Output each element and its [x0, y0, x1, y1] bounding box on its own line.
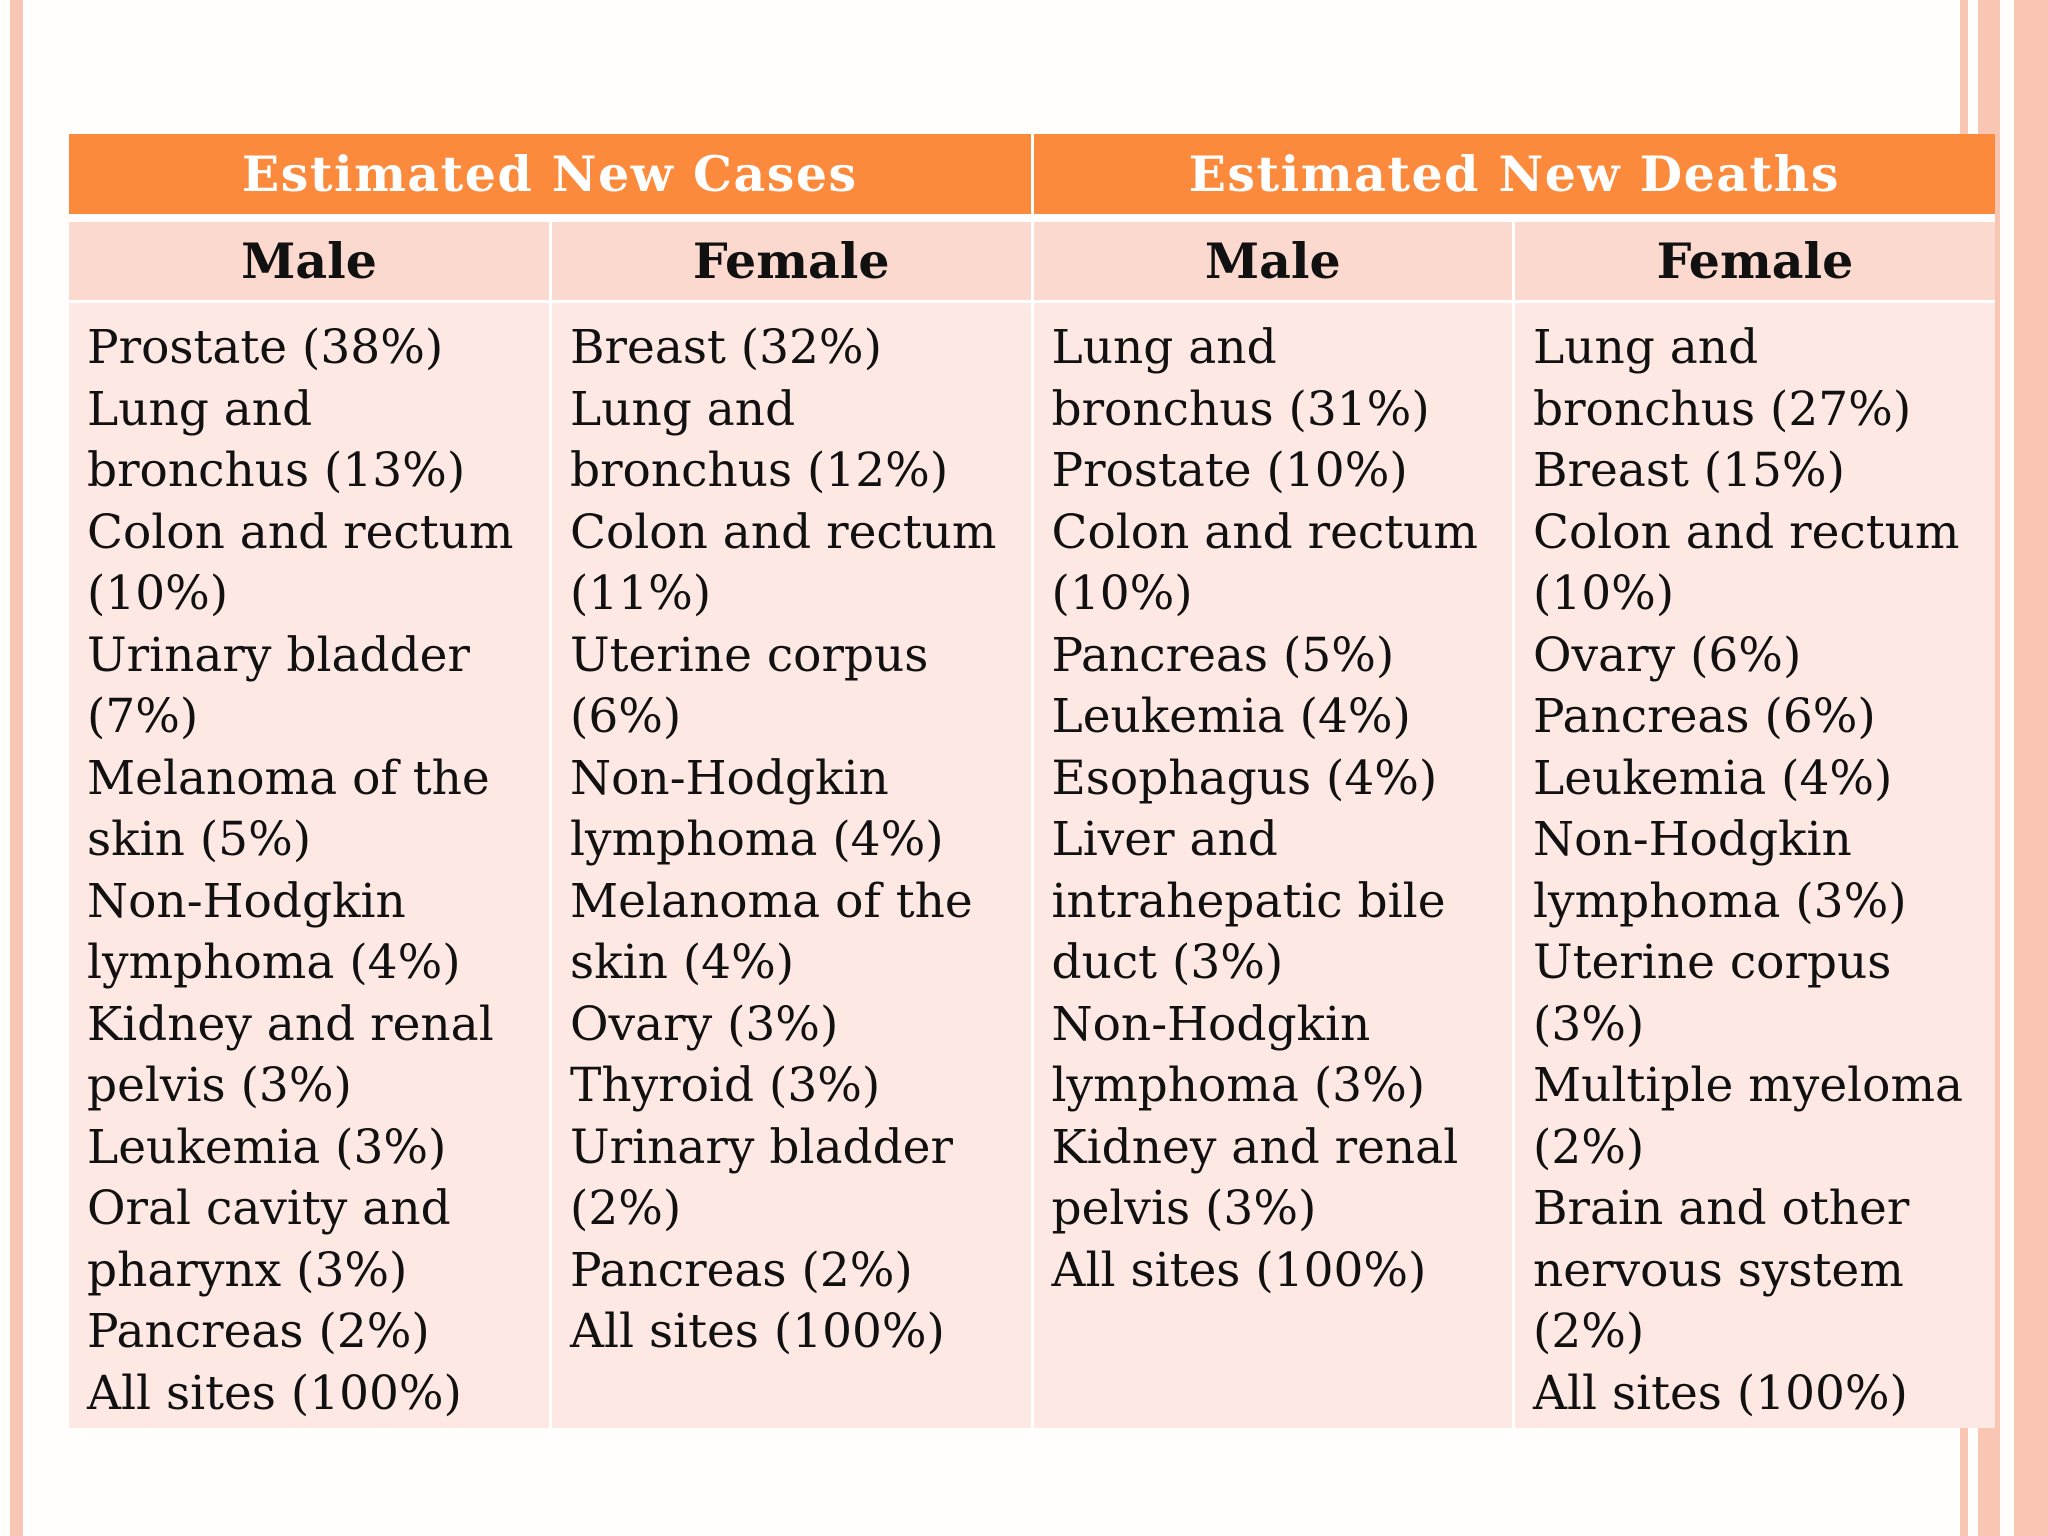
- list-item: Ovary (3%): [570, 996, 839, 1052]
- sub-header-cases-male: Male: [69, 222, 552, 303]
- list-item: Colon and rectum (10%): [1051, 504, 1478, 622]
- list-item: Lung and bronchus (13%): [87, 381, 466, 499]
- deaths-male-cell: Lung and bronchus (31%) Prostate (10%) Col…: [1032, 301, 1515, 1428]
- list-item: Thyroid (3%): [570, 1058, 881, 1113]
- list-item: Lung and bronchus (12%): [570, 381, 949, 499]
- list-item: Prostate (38%): [87, 320, 444, 375]
- list-item: Esophagus (4%): [1051, 750, 1438, 806]
- deaths-female-cell: Lung and bronchus (27%) Breast (15%) Colon…: [1513, 301, 1996, 1428]
- list-item: Urinary bladder (2%): [570, 1119, 953, 1237]
- right-decorative-stripe-wide: [2014, 0, 2048, 1536]
- sub-header-deaths-female: Female: [1513, 222, 1996, 303]
- group-header-new-cases: Estimated New Cases: [69, 134, 1034, 214]
- list-item: Multiple myeloma (2%): [1533, 1058, 1964, 1175]
- list-item: All sites (100%): [1051, 1242, 1427, 1298]
- list-item: Brain and other nervous system (2%): [1533, 1181, 1910, 1359]
- list-item: All sites (100%): [87, 1365, 462, 1421]
- list-item: Melanoma of the skin (4%): [570, 873, 973, 991]
- list-item: Pancreas (5%): [1051, 627, 1395, 683]
- list-item: Colon and rectum (11%): [570, 504, 997, 622]
- list-item: Non-Hodgkin lymphoma (4%): [87, 873, 461, 991]
- list-item: Ovary (6%): [1533, 627, 1802, 683]
- list-item: Kidney and renal pelvis (3%): [87, 996, 494, 1114]
- list-item: Breast (15%): [1533, 443, 1845, 498]
- list-item: Colon and rectum (10%): [87, 504, 514, 622]
- header-spacer: [69, 214, 1996, 222]
- list-item: Pancreas (2%): [570, 1242, 913, 1298]
- list-item: Leukemia (4%): [1051, 689, 1411, 744]
- list-item: Non-Hodgkin lymphoma (3%): [1533, 812, 1907, 929]
- list-item: All sites (100%): [570, 1304, 945, 1359]
- list-item: Kidney and renal pelvis (3%): [1051, 1119, 1459, 1237]
- list-item: Liver and intrahepatic bile duct (3%): [1051, 812, 1446, 990]
- list-item: Melanoma of the skin (5%): [87, 750, 490, 868]
- list-item: Breast (32%): [570, 320, 882, 375]
- list-item: Lung and bronchus (31%): [1051, 320, 1430, 437]
- sub-header-deaths-male: Male: [1032, 222, 1515, 303]
- header-spacer-row: [69, 214, 1996, 222]
- list-item: Colon and rectum (10%): [1533, 504, 1960, 622]
- list-item: All sites (100%): [1533, 1365, 1908, 1421]
- group-header-new-deaths: Estimated New Deaths: [1032, 134, 1996, 214]
- cancer-statistics-table: Estimated New Cases Estimated New Deaths…: [69, 134, 1996, 1428]
- list-item: Non-Hodgkin lymphoma (4%): [570, 750, 944, 868]
- cases-male-cell: Prostate (38%) Lung and bronchus (13%) Col…: [69, 301, 552, 1428]
- group-header-row: Estimated New Cases Estimated New Deaths: [69, 134, 1996, 214]
- sub-header-cases-female: Female: [550, 222, 1034, 303]
- list-item: Oral cavity and pharynx (3%): [87, 1181, 451, 1298]
- list-item: Uterine corpus (6%): [570, 627, 929, 745]
- list-item: Pancreas (6%): [1533, 689, 1876, 744]
- list-item: Uterine corpus (3%): [1533, 935, 1892, 1052]
- cases-female-cell: Breast (32%) Lung and bronchus (12%) Colon…: [550, 301, 1034, 1428]
- left-decorative-stripe: [10, 0, 23, 1536]
- list-item: Prostate (10%): [1051, 443, 1408, 498]
- list-item: Lung and bronchus (27%): [1533, 320, 1912, 437]
- sub-header-row: Male Female Male Female: [69, 222, 1996, 303]
- list-item: Non-Hodgkin lymphoma (3%): [1051, 996, 1426, 1114]
- list-item: Urinary bladder (7%): [87, 627, 470, 745]
- list-item: Pancreas (2%): [87, 1304, 430, 1359]
- list-item: Leukemia (3%): [87, 1119, 447, 1175]
- table-body-row: Prostate (38%) Lung and bronchus (13%) Col…: [69, 301, 1996, 1428]
- list-item: Leukemia (4%): [1533, 750, 1893, 806]
